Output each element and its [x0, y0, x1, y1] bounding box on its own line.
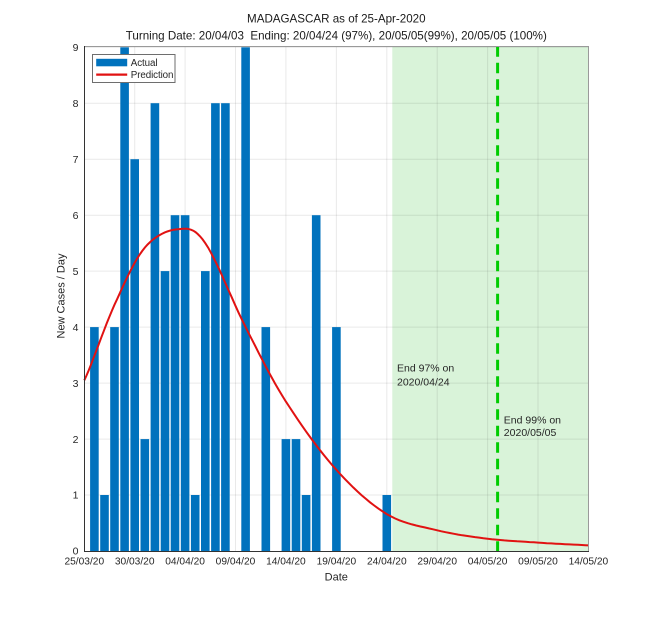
svg-text:3: 3 [73, 378, 79, 390]
svg-text:0: 0 [73, 546, 79, 558]
svg-text:2: 2 [73, 434, 79, 446]
svg-text:Turning Date: 20/04/03 Ending: Turning Date: 20/04/03 Ending: 20/04/24 … [126, 30, 547, 43]
svg-text:9: 9 [73, 42, 79, 54]
svg-text:29/04/20: 29/04/20 [417, 557, 457, 568]
svg-text:19/04/20: 19/04/20 [317, 557, 357, 568]
svg-text:MADAGASCAR as of 25-Apr-2020: MADAGASCAR as of 25-Apr-2020 [247, 13, 426, 26]
svg-text:1: 1 [73, 490, 79, 502]
svg-text:4: 4 [73, 322, 79, 334]
svg-text:Date: Date [325, 572, 348, 584]
svg-text:24/04/20: 24/04/20 [367, 557, 407, 568]
svg-text:5: 5 [73, 266, 79, 278]
svg-text:7: 7 [73, 154, 79, 166]
svg-text:End 97% on: End 97% on [397, 363, 454, 375]
svg-text:Actual: Actual [131, 58, 158, 69]
svg-text:2020/04/24: 2020/04/24 [397, 377, 450, 389]
svg-text:25/03/20: 25/03/20 [64, 557, 104, 568]
svg-text:8: 8 [73, 98, 79, 110]
svg-text:04/05/20: 04/05/20 [468, 557, 508, 568]
svg-text:14/05/20: 14/05/20 [569, 557, 609, 568]
svg-text:End 99% on: End 99% on [504, 415, 561, 427]
svg-text:Prediction: Prediction [131, 70, 174, 81]
svg-text:09/04/20: 09/04/20 [216, 557, 256, 568]
svg-text:2020/05/05: 2020/05/05 [504, 427, 557, 439]
svg-text:6: 6 [73, 210, 79, 222]
svg-text:30/03/20: 30/03/20 [115, 557, 155, 568]
svg-text:04/04/20: 04/04/20 [165, 557, 205, 568]
svg-text:09/05/20: 09/05/20 [518, 557, 558, 568]
svg-text:14/04/20: 14/04/20 [266, 557, 306, 568]
svg-text:New Cases / Day: New Cases / Day [56, 253, 68, 338]
